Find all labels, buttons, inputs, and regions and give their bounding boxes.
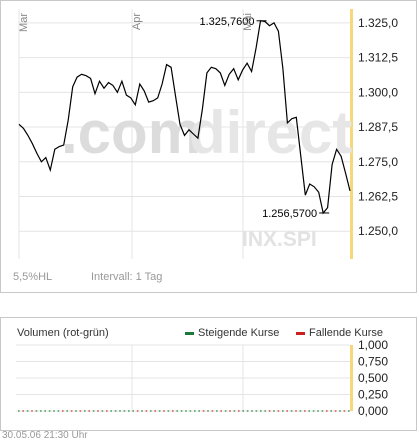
low-annotation: 1.256,5700 [262,208,317,220]
volume-y-tick-label: 1,000 [358,338,388,352]
legend-falling-swatch [296,331,305,335]
watermark-direct: direct [189,99,352,166]
high-annotation: 1.325,7600 [199,16,254,28]
volume-y-tick-label: 0,750 [358,355,388,369]
legend-falling: Fallende Kurse [296,327,383,339]
legend-rising: Steigende Kurse [185,327,279,339]
right-axis-band [350,9,353,259]
x-tick-label: Mar [18,13,30,32]
watermark-com: .com [61,99,201,166]
volume-y-tick-label: 0,500 [358,371,388,385]
interval-label: Intervall: 1 Tag [91,271,163,283]
legend-rising-swatch [185,331,194,335]
y-tick-label: 1.250,0 [358,224,398,238]
y-tick-label: 1.312,5 [358,51,398,65]
y-tick-label: 1.262,5 [358,190,398,204]
y-tick-label: 1.325,0 [358,16,398,30]
watermark-symbol: INX.SPI [242,228,317,251]
volume-right-band [350,345,353,411]
volume-chart-panel: 0,000 0,250 0,500 0,750 1,000 [0,317,417,431]
volume-title: Volumen (rot-grün) [17,327,109,339]
volume-y-tick-label: 0,000 [358,404,388,418]
volume-chart: 0,000 0,250 0,500 0,750 1,000 [16,338,388,418]
x-tick-label: Apr [131,13,143,30]
legend-rising-label: Steigende Kurse [198,327,280,339]
legend-falling-label: Fallende Kurse [309,327,383,339]
price-chart-panel: .com direct INX.SPI 1.325,7600 1.256,5700 1… [0,0,417,293]
hl-label: 5,5%HL [13,271,53,283]
x-tick-label: Mai [242,13,254,31]
timestamp: 30.05.06 21:30 Uhr [2,430,88,441]
y-tick-label: 1.287,5 [358,120,398,134]
y-tick-label: 1.300,0 [358,85,398,99]
y-tick-label: 1.275,0 [358,155,398,169]
volume-y-tick-label: 0,250 [358,388,388,402]
price-line [18,20,351,215]
